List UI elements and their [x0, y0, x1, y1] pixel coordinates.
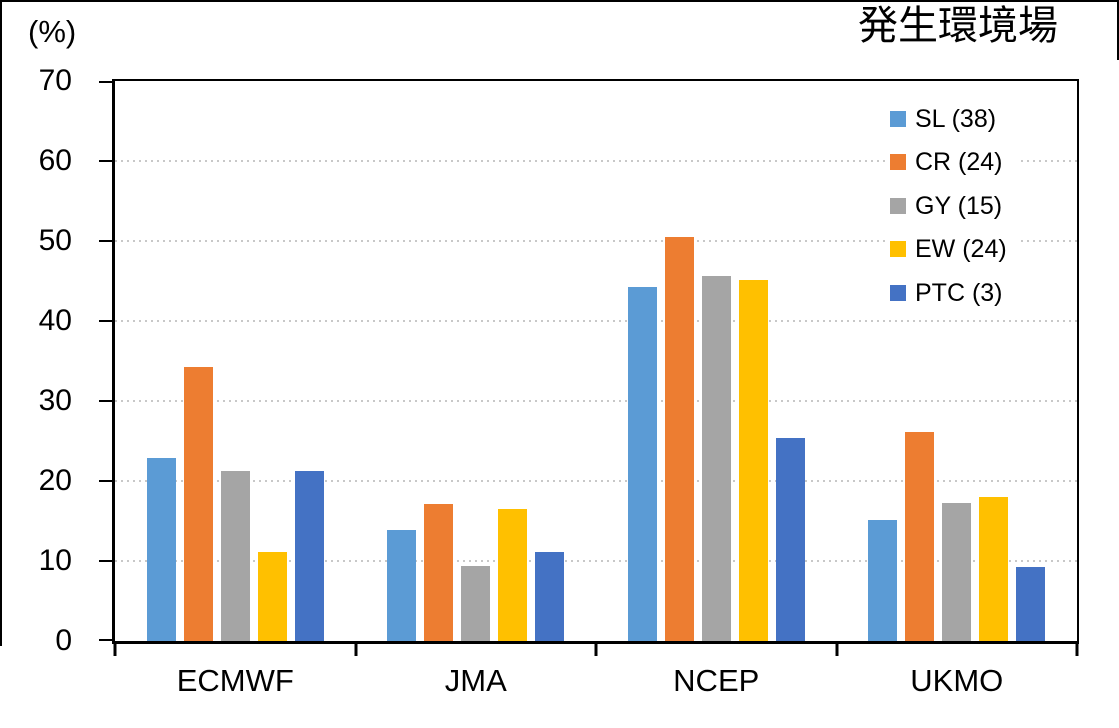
y-tick-label-70: 70	[38, 64, 72, 97]
legend-item-gy: GY (15)	[890, 184, 1007, 228]
bar-ukmo-gy	[942, 502, 972, 641]
y-tick-label-20: 20	[38, 464, 72, 497]
bar-group-ecmwf	[115, 81, 356, 641]
y-tick-label-10: 10	[38, 544, 72, 577]
y-axis-unit-label: (%)	[28, 14, 77, 49]
x-axis-label-ukmo: UKMO	[910, 663, 1004, 698]
bar-ecmwf-ew	[257, 552, 287, 641]
y-tick-60	[99, 160, 112, 162]
bar-ukmo-ew	[979, 497, 1009, 641]
bar-ncep-cr	[664, 237, 694, 641]
x-tick-2	[594, 644, 598, 656]
y-tick-label-40: 40	[38, 304, 72, 337]
x-tick-0	[113, 644, 117, 656]
legend-item-ptc: PTC (3)	[890, 271, 1007, 315]
x-tick-3	[835, 644, 838, 656]
legend-swatch-icon-ptc	[890, 284, 906, 301]
bar-ukmo-sl	[868, 520, 898, 641]
bar-ecmwf-cr	[183, 367, 213, 641]
bar-jma-cr	[424, 504, 454, 641]
bar-group-ukmo	[837, 81, 1078, 641]
y-tick-40	[99, 320, 112, 322]
gridline-50	[115, 240, 1077, 242]
x-axis-label-ecmwf: ECMWF	[176, 663, 294, 698]
legend-item-sl: SL (38)	[890, 97, 1007, 141]
y-tick-label-0: 0	[55, 624, 72, 657]
y-tick-10	[99, 560, 112, 562]
legend-label-cr: CR (24)	[915, 148, 1003, 177]
gridline-20	[115, 480, 1077, 482]
bar-ukmo-cr	[905, 432, 935, 641]
legend-label-ew: EW (24)	[915, 235, 1007, 264]
bar-group-ncep	[596, 81, 837, 641]
bar-ncep-ew	[738, 280, 768, 641]
legend-swatch-icon-gy	[890, 197, 906, 214]
legend-item-cr: CR (24)	[890, 141, 1007, 185]
gridline-60	[115, 160, 1077, 162]
legend-swatch-icon-ew	[890, 241, 906, 258]
x-axis-label-jma: JMA	[444, 663, 507, 698]
plot-area: SL (38) CR (24) GY (15) EW (24) PTC (3)	[99, 79, 1079, 656]
y-tick-0	[99, 639, 112, 641]
y-tick-30	[99, 400, 112, 402]
gridline-10	[115, 560, 1077, 562]
x-tick-4	[1075, 644, 1079, 656]
legend-item-ew: EW (24)	[890, 228, 1007, 272]
bar-ncep-ptc	[775, 437, 805, 641]
bar-ecmwf-gy	[220, 470, 250, 641]
bar-ncep-gy	[701, 276, 731, 641]
frame-top-line	[0, 0, 1119, 2]
bar-jma-ew	[498, 509, 528, 641]
y-tick-20	[99, 480, 112, 482]
bar-ecmwf-ptc	[294, 471, 324, 641]
y-tick-label-50: 50	[38, 224, 72, 257]
legend-label-gy: GY (15)	[915, 191, 1003, 220]
legend-swatch-icon-cr	[890, 154, 906, 171]
x-axis-label-ncep: NCEP	[673, 663, 760, 698]
y-tick-label-60: 60	[38, 144, 72, 177]
bar-jma-sl	[387, 529, 417, 641]
legend-label-sl: SL (38)	[915, 104, 997, 133]
x-tick-1	[354, 644, 357, 656]
frame-left-line	[0, 0, 2, 646]
bar-ukmo-ptc	[1016, 567, 1046, 641]
bar-jma-ptc	[535, 552, 565, 641]
bar-jma-gy	[461, 565, 491, 641]
gridline-30	[115, 400, 1077, 402]
bar-ecmwf-sl	[146, 457, 176, 641]
y-tick-70	[99, 81, 112, 83]
legend-swatch-icon-sl	[890, 110, 906, 127]
y-tick-50	[99, 240, 112, 242]
y-tick-label-30: 30	[38, 384, 72, 417]
legend: SL (38) CR (24) GY (15) EW (24) PTC (3)	[886, 97, 1021, 315]
gridline-40	[115, 320, 1077, 322]
chart-title: 発生環境場	[858, 4, 1058, 48]
bar-ncep-sl	[627, 286, 657, 641]
bar-group-jma	[356, 81, 597, 641]
legend-label-ptc: PTC (3)	[915, 278, 1003, 307]
frame-right-line	[1117, 0, 1119, 60]
